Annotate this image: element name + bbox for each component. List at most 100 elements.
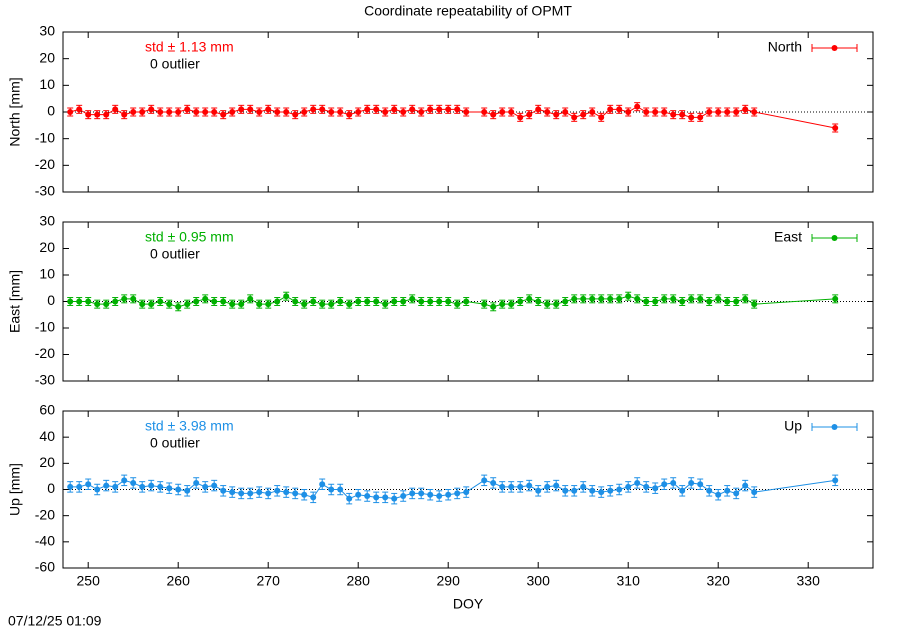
data-point <box>607 106 614 113</box>
data-point <box>544 483 551 490</box>
data-point <box>427 491 434 498</box>
data-point <box>832 125 839 131</box>
data-point <box>517 298 524 305</box>
y-tick-label: 20 <box>39 239 55 255</box>
data-point <box>85 111 92 118</box>
data-point <box>175 303 182 310</box>
data-point <box>67 298 74 305</box>
data-point <box>535 487 542 494</box>
data-point <box>337 109 344 115</box>
y-axis-label: East [mm] <box>7 270 23 333</box>
data-point <box>364 106 371 113</box>
data-point <box>724 109 731 115</box>
y-axis-label: Up [mm] <box>7 463 23 516</box>
data-point <box>670 111 677 118</box>
data-point <box>328 109 335 115</box>
data-point <box>193 298 200 305</box>
data-point <box>553 301 560 308</box>
data-point <box>382 494 389 501</box>
data-point <box>652 485 659 492</box>
x-tick-label: 260 <box>167 573 191 589</box>
data-point <box>76 298 83 305</box>
data-point <box>580 483 587 490</box>
data-point <box>571 487 578 494</box>
y-tick-label: 20 <box>39 49 55 65</box>
y-tick-label: -10 <box>35 129 55 145</box>
data-point <box>526 111 533 118</box>
data-point <box>661 481 668 488</box>
data-point <box>121 111 128 118</box>
data-point <box>643 298 650 305</box>
data-point <box>148 482 155 489</box>
data-point <box>346 111 353 118</box>
data-point <box>238 490 245 497</box>
data-point <box>220 487 227 494</box>
y-tick-label: -30 <box>35 183 55 199</box>
data-point <box>751 109 758 115</box>
data-point <box>454 301 461 308</box>
data-point <box>742 295 749 302</box>
timestamp: 07/12/25 01:09 <box>8 613 102 629</box>
y-tick-label: 10 <box>39 266 55 282</box>
data-point <box>499 301 506 308</box>
y-tick-label: -40 <box>35 533 55 549</box>
data-point <box>157 483 164 490</box>
data-point <box>517 483 524 490</box>
data-point <box>517 114 524 121</box>
data-point <box>175 486 182 493</box>
data-point <box>679 487 686 494</box>
legend-label: East <box>774 229 802 245</box>
x-tick-label: 280 <box>347 573 371 589</box>
data-point <box>175 109 182 115</box>
data-point <box>319 106 326 113</box>
data-point <box>481 109 488 115</box>
data-point <box>409 295 416 302</box>
data-point <box>292 111 299 118</box>
data-point <box>229 489 236 496</box>
data-point <box>391 298 398 305</box>
y-tick-label: -20 <box>35 506 55 522</box>
data-point <box>751 301 758 308</box>
data-point <box>445 106 452 113</box>
data-point <box>706 109 713 115</box>
data-point <box>283 293 290 300</box>
data-point <box>67 483 74 490</box>
data-point <box>499 109 506 115</box>
data-point <box>355 298 362 305</box>
data-point <box>103 111 110 118</box>
data-point <box>490 111 497 118</box>
data-point <box>301 109 308 115</box>
data-point <box>166 301 173 308</box>
y-tick-label: 0 <box>47 292 55 308</box>
data-point <box>652 298 659 305</box>
data-point <box>571 114 578 121</box>
legend-label: Up <box>784 418 802 434</box>
data-point <box>112 298 119 305</box>
data-point <box>661 109 668 115</box>
data-point <box>544 109 551 115</box>
data-point <box>409 490 416 497</box>
annotation: std ± 1.13 mm <box>145 39 234 55</box>
data-point <box>364 493 371 500</box>
data-point <box>103 482 110 489</box>
data-point <box>265 301 272 308</box>
data-point <box>436 493 443 500</box>
data-point <box>418 298 425 305</box>
data-point <box>589 487 596 494</box>
data-point <box>265 106 272 113</box>
data-point <box>553 111 560 118</box>
annotation: 0 outlier <box>150 56 200 72</box>
data-point <box>229 301 236 308</box>
data-point <box>436 298 443 305</box>
data-point <box>634 103 641 110</box>
data-point <box>373 494 380 501</box>
data-point <box>832 295 839 302</box>
data-point <box>706 487 713 494</box>
data-point <box>589 109 596 115</box>
data-point <box>157 109 164 115</box>
y-tick-label: 0 <box>47 480 55 496</box>
data-point <box>724 298 731 305</box>
y-axis-label: North [mm] <box>7 77 23 146</box>
data-point <box>688 479 695 486</box>
